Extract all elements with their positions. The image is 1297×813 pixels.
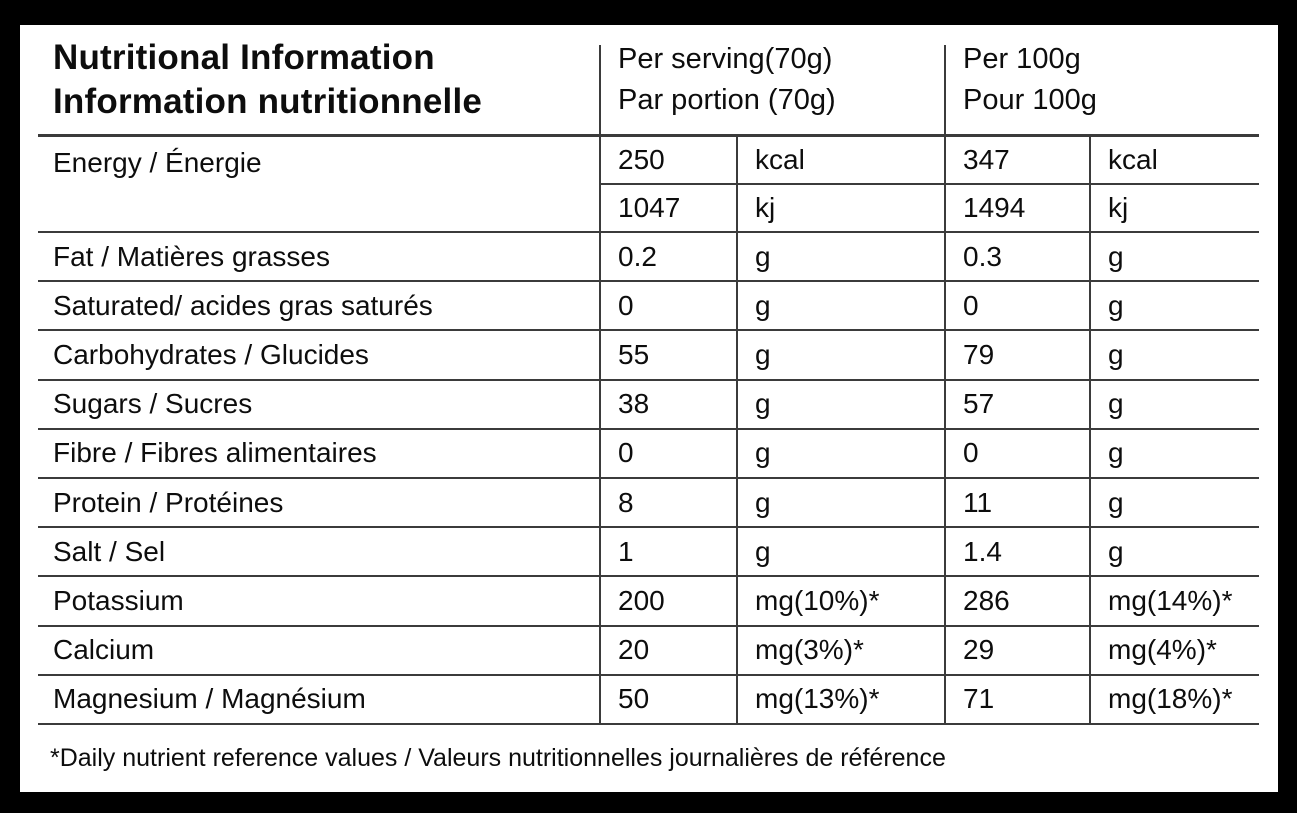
serving-unit: g [736, 429, 944, 479]
per100-unit: mg(14%)* [1089, 577, 1259, 627]
per100-unit: mg(4%)* [1089, 626, 1259, 676]
per100-unit: g [1089, 478, 1259, 529]
serving-value: 0.2 [599, 233, 736, 283]
serving-unit: g [736, 233, 944, 283]
per100-value: 71 [944, 675, 1089, 725]
table-title-fr: Information nutritionnelle [53, 81, 483, 121]
serving-value: 200 [599, 577, 736, 627]
serving-value: 20 [599, 626, 736, 676]
energy-kj-per100-value: 1494 [944, 185, 1089, 233]
nutrient-label: Potassium [38, 577, 599, 627]
nutrient-label: Magnesium / Magnésium [38, 676, 599, 725]
serving-unit: g [736, 282, 944, 332]
serving-unit: g [736, 331, 944, 381]
serving-value: 0 [599, 429, 736, 479]
column-header-per-100g: Per 100g Pour 100g [944, 25, 1259, 137]
per100-value: 79 [944, 331, 1089, 381]
serving-value: 0 [599, 282, 736, 332]
nutrition-table: Nutritional Information Information nutr… [38, 25, 1259, 725]
nutrient-label: Sugars / Sucres [38, 381, 599, 430]
serving-unit: g [736, 528, 944, 578]
per100-value: 29 [944, 626, 1089, 676]
energy-kcal-serving-value: 250 [599, 137, 736, 185]
per-100g-label-en: Per 100g [963, 42, 1081, 75]
nutrient-label-energy: Energy / Énergie [38, 137, 599, 233]
per-serving-label-en: Per serving(70g) [618, 42, 833, 75]
per-serving-label-fr: Par portion (70g) [618, 83, 836, 116]
footnote: *Daily nutrient reference values / Valeu… [50, 744, 946, 772]
nutrient-label: Saturated/ acides gras saturés [38, 282, 599, 332]
column-header-per-serving: Per serving(70g) Par portion (70g) [599, 25, 944, 137]
per100-unit: mg(18%)* [1089, 675, 1259, 725]
energy-kj-serving-value: 1047 [599, 185, 736, 233]
per100-value: 286 [944, 577, 1089, 627]
serving-unit: mg(10%)* [736, 577, 944, 627]
table-title: Nutritional Information Information nutr… [38, 25, 599, 137]
per100-unit: g [1089, 233, 1259, 283]
per100-unit: g [1089, 331, 1259, 381]
serving-unit: g [736, 380, 944, 430]
serving-value: 38 [599, 380, 736, 430]
serving-value: 8 [599, 478, 736, 529]
energy-kcal-serving-unit: kcal [736, 137, 944, 185]
per100-value: 57 [944, 380, 1089, 430]
nutrient-label: Salt / Sel [38, 528, 599, 578]
per-100g-label-fr: Pour 100g [963, 83, 1097, 116]
per100-unit: g [1089, 429, 1259, 479]
energy-kcal-per100-value: 347 [944, 137, 1089, 185]
per100-unit: g [1089, 528, 1259, 578]
serving-unit: mg(3%)* [736, 626, 944, 676]
energy-kj-serving-unit: kj [736, 185, 944, 233]
per100-value: 0 [944, 282, 1089, 332]
energy-kj-per100-unit: kj [1089, 185, 1259, 233]
nutrient-label: Carbohydrates / Glucides [38, 331, 599, 381]
table-title-en: Nutritional Information [53, 37, 435, 77]
nutrient-label: Fat / Matières grasses [38, 233, 599, 283]
label-panel: Nutritional Information Information nutr… [20, 25, 1278, 792]
per100-value: 0 [944, 429, 1089, 479]
per100-unit: g [1089, 282, 1259, 332]
serving-value: 1 [599, 528, 736, 578]
per100-value: 0.3 [944, 233, 1089, 283]
nutrient-label: Calcium [38, 627, 599, 676]
serving-unit: mg(13%)* [736, 675, 944, 725]
serving-unit: g [736, 478, 944, 529]
energy-kcal-per100-unit: kcal [1089, 137, 1259, 185]
nutrient-label: Fibre / Fibres alimentaires [38, 430, 599, 479]
nutrient-label: Protein / Protéines [38, 479, 599, 529]
per100-value: 11 [944, 478, 1089, 529]
per100-unit: g [1089, 380, 1259, 430]
per100-value: 1.4 [944, 528, 1089, 578]
serving-value: 55 [599, 331, 736, 381]
serving-value: 50 [599, 675, 736, 725]
